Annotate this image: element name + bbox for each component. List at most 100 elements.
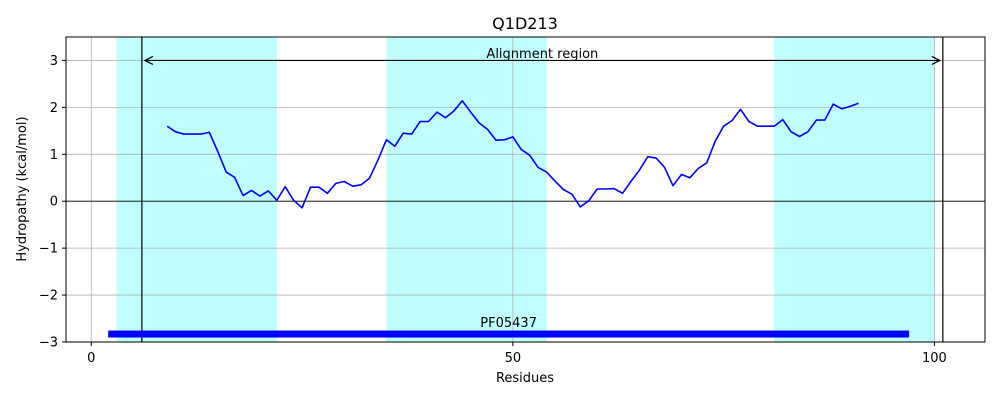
series-layer (166, 100, 859, 209)
hydropathy-series-line-1 (166, 100, 859, 209)
data-point (293, 199, 295, 201)
data-point (259, 195, 261, 197)
data-point (605, 188, 607, 190)
chart-title: Q1D213 (492, 14, 558, 33)
y-tick-label-6: 3 (50, 54, 58, 69)
data-point (698, 168, 700, 170)
shaded-region-2 (386, 37, 547, 342)
data-point (209, 131, 211, 133)
data-point (613, 188, 615, 190)
data-point (377, 159, 379, 161)
data-point (512, 136, 514, 138)
y-axis-label: Hydropathy (kcal/mol) (15, 116, 30, 261)
y-tick-label-1: −2 (39, 289, 58, 304)
data-point (419, 121, 421, 123)
data-point (343, 181, 345, 183)
data-point (782, 119, 784, 121)
data-point (596, 188, 598, 190)
domain-bar-layer (108, 330, 910, 338)
data-point (571, 193, 573, 195)
data-point (841, 108, 843, 110)
data-point (394, 146, 396, 148)
labels: Q1D213 Residues Hydropathy (kcal/mol) Al… (15, 14, 598, 386)
data-point (251, 190, 253, 192)
data-point (461, 100, 463, 102)
data-point (234, 177, 236, 179)
y-tick-label-2: −1 (39, 242, 58, 257)
data-point (647, 156, 649, 158)
data-point (470, 111, 472, 113)
data-point (183, 133, 185, 135)
data-point (445, 117, 447, 119)
alignment-region-label: Alignment region (486, 47, 598, 62)
data-point (773, 125, 775, 127)
data-point (824, 119, 826, 121)
data-point (175, 131, 177, 133)
data-point (740, 108, 742, 110)
data-point (580, 206, 582, 208)
data-point (335, 183, 337, 185)
data-point (225, 171, 227, 173)
data-point (807, 131, 809, 133)
alignment-arrow-right-head (931, 55, 942, 65)
data-point (706, 162, 708, 164)
data-point (276, 199, 278, 201)
data-point (327, 192, 329, 194)
data-point (655, 157, 657, 159)
data-point (386, 139, 388, 141)
data-point (765, 125, 767, 127)
data-point (453, 110, 455, 112)
data-point (816, 119, 818, 121)
data-point (664, 167, 666, 169)
data-point (832, 103, 834, 105)
domain-label: PF05437 (480, 316, 537, 331)
data-point (192, 133, 194, 135)
data-point (554, 180, 556, 182)
data-point (369, 177, 371, 179)
x-tick-label-0: 0 (87, 351, 95, 366)
data-point (672, 185, 674, 187)
data-point (217, 151, 219, 153)
data-point (757, 125, 759, 127)
data-point (360, 184, 362, 186)
data-point (411, 133, 413, 135)
data-point (748, 121, 750, 123)
data-point (504, 139, 506, 141)
y-tick-label-3: 0 (50, 195, 58, 210)
plot-frame (65, 36, 986, 343)
data-point (318, 186, 320, 188)
data-point (537, 167, 539, 169)
shaded-region-3 (774, 37, 935, 342)
reference-lines (66, 37, 985, 342)
x-tick-label-2: 100 (922, 351, 947, 366)
data-point (799, 136, 801, 138)
data-point (436, 111, 438, 113)
alignment-arrow-left-head (143, 55, 154, 65)
data-point (268, 190, 270, 192)
data-point (478, 122, 480, 124)
y-tick-label-0: −3 (39, 336, 58, 351)
x-tick-label-1: 50 (505, 351, 522, 366)
data-point (790, 131, 792, 133)
data-point (588, 200, 590, 202)
data-point (284, 186, 286, 188)
data-point (723, 125, 725, 127)
data-point (242, 195, 244, 197)
domain-bar (108, 330, 910, 338)
axes: 0 50 100 −3 −2 −1 0 1 2 3 (39, 36, 986, 366)
y-tick-label-5: 2 (50, 101, 58, 116)
data-point (402, 132, 404, 134)
data-point (301, 207, 303, 209)
data-point (200, 133, 202, 135)
y-tick-label-4: 1 (50, 148, 58, 163)
data-point (487, 129, 489, 131)
x-axis-label: Residues (496, 371, 554, 386)
data-point (681, 174, 683, 176)
shaded-region-1 (116, 37, 277, 342)
data-point (622, 192, 624, 194)
data-point (310, 186, 312, 188)
data-point (352, 185, 354, 187)
data-point (428, 121, 430, 123)
data-point (563, 189, 565, 191)
